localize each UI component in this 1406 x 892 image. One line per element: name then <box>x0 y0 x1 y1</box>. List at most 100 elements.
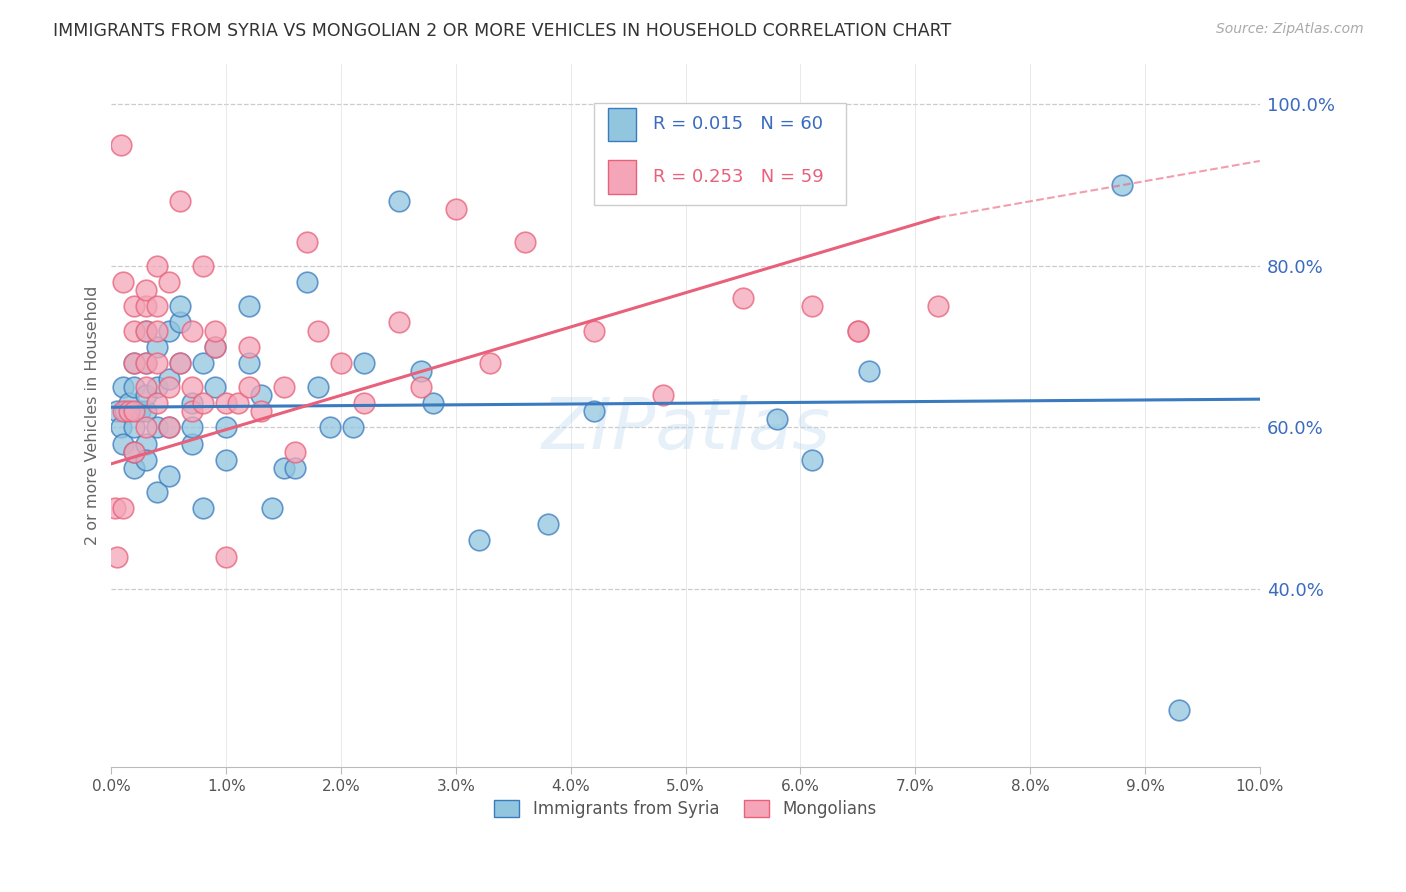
Point <box>204 380 226 394</box>
Point <box>124 444 146 458</box>
Point <box>169 356 191 370</box>
Point <box>318 420 340 434</box>
Point <box>479 356 502 370</box>
Point <box>105 549 128 564</box>
Point <box>169 315 191 329</box>
Point <box>238 380 260 394</box>
Point <box>180 324 202 338</box>
Point <box>180 380 202 394</box>
Point <box>238 356 260 370</box>
Point <box>307 380 329 394</box>
Legend: Immigrants from Syria, Mongolians: Immigrants from Syria, Mongolians <box>488 794 883 825</box>
Point <box>111 380 134 394</box>
Point <box>800 299 823 313</box>
Point <box>124 299 146 313</box>
Point <box>582 404 605 418</box>
Point <box>238 340 260 354</box>
Point <box>135 452 157 467</box>
Point <box>135 356 157 370</box>
Point <box>1168 703 1191 717</box>
Point <box>157 275 180 289</box>
Point <box>135 404 157 418</box>
Point <box>238 299 260 313</box>
Point <box>146 340 169 354</box>
Text: R = 0.015   N = 60: R = 0.015 N = 60 <box>654 115 824 134</box>
Point <box>513 235 536 249</box>
Point <box>180 404 202 418</box>
FancyBboxPatch shape <box>593 103 846 204</box>
Point <box>387 194 409 209</box>
Point <box>114 404 136 418</box>
Point <box>387 315 409 329</box>
Point <box>135 380 157 394</box>
Point <box>146 356 169 370</box>
Point <box>215 420 238 434</box>
Text: Source: ZipAtlas.com: Source: ZipAtlas.com <box>1216 22 1364 37</box>
Point <box>422 396 444 410</box>
Point <box>444 202 467 217</box>
Point <box>846 324 869 338</box>
Point <box>307 324 329 338</box>
Point <box>169 299 191 313</box>
Point <box>146 299 169 313</box>
Point <box>146 324 169 338</box>
Point <box>157 372 180 386</box>
Point <box>146 259 169 273</box>
Point <box>146 380 169 394</box>
Point <box>135 324 157 338</box>
Point <box>110 137 132 152</box>
Point <box>129 404 152 418</box>
Point <box>284 460 307 475</box>
Point <box>226 396 249 410</box>
Point <box>766 412 789 426</box>
Text: R = 0.253   N = 59: R = 0.253 N = 59 <box>654 169 824 186</box>
Point <box>193 501 215 516</box>
Point <box>169 194 191 209</box>
Point <box>330 356 353 370</box>
Point <box>111 404 134 418</box>
Point <box>927 299 949 313</box>
Point <box>262 501 284 516</box>
Point <box>110 420 132 434</box>
Point <box>124 460 146 475</box>
Text: ZIPatlas: ZIPatlas <box>541 395 830 464</box>
Point <box>204 324 226 338</box>
Point <box>135 388 157 402</box>
FancyBboxPatch shape <box>607 108 637 141</box>
Point <box>204 340 226 354</box>
Point <box>157 420 180 434</box>
Point <box>117 396 139 410</box>
Point <box>284 444 307 458</box>
Point <box>215 452 238 467</box>
Point <box>157 420 180 434</box>
Point <box>342 420 364 434</box>
Point <box>135 299 157 313</box>
Point <box>651 388 673 402</box>
Point <box>117 404 139 418</box>
Point <box>135 436 157 450</box>
Point <box>157 468 180 483</box>
Point <box>146 420 169 434</box>
Point <box>193 356 215 370</box>
Point <box>104 501 127 516</box>
Point <box>180 396 202 410</box>
Point <box>249 388 271 402</box>
Point <box>157 380 180 394</box>
Point <box>411 364 433 378</box>
Point <box>169 356 191 370</box>
Text: IMMIGRANTS FROM SYRIA VS MONGOLIAN 2 OR MORE VEHICLES IN HOUSEHOLD CORRELATION C: IMMIGRANTS FROM SYRIA VS MONGOLIAN 2 OR … <box>53 22 952 40</box>
Point <box>537 517 560 532</box>
Point <box>180 436 202 450</box>
Point <box>124 356 146 370</box>
Point <box>124 380 146 394</box>
Y-axis label: 2 or more Vehicles in Household: 2 or more Vehicles in Household <box>86 285 100 545</box>
Point <box>105 404 128 418</box>
Point <box>411 380 433 394</box>
Point <box>135 356 157 370</box>
Point <box>193 396 215 410</box>
Point <box>135 283 157 297</box>
Point <box>124 404 146 418</box>
Point <box>135 324 157 338</box>
Point <box>146 485 169 500</box>
Point <box>249 404 271 418</box>
